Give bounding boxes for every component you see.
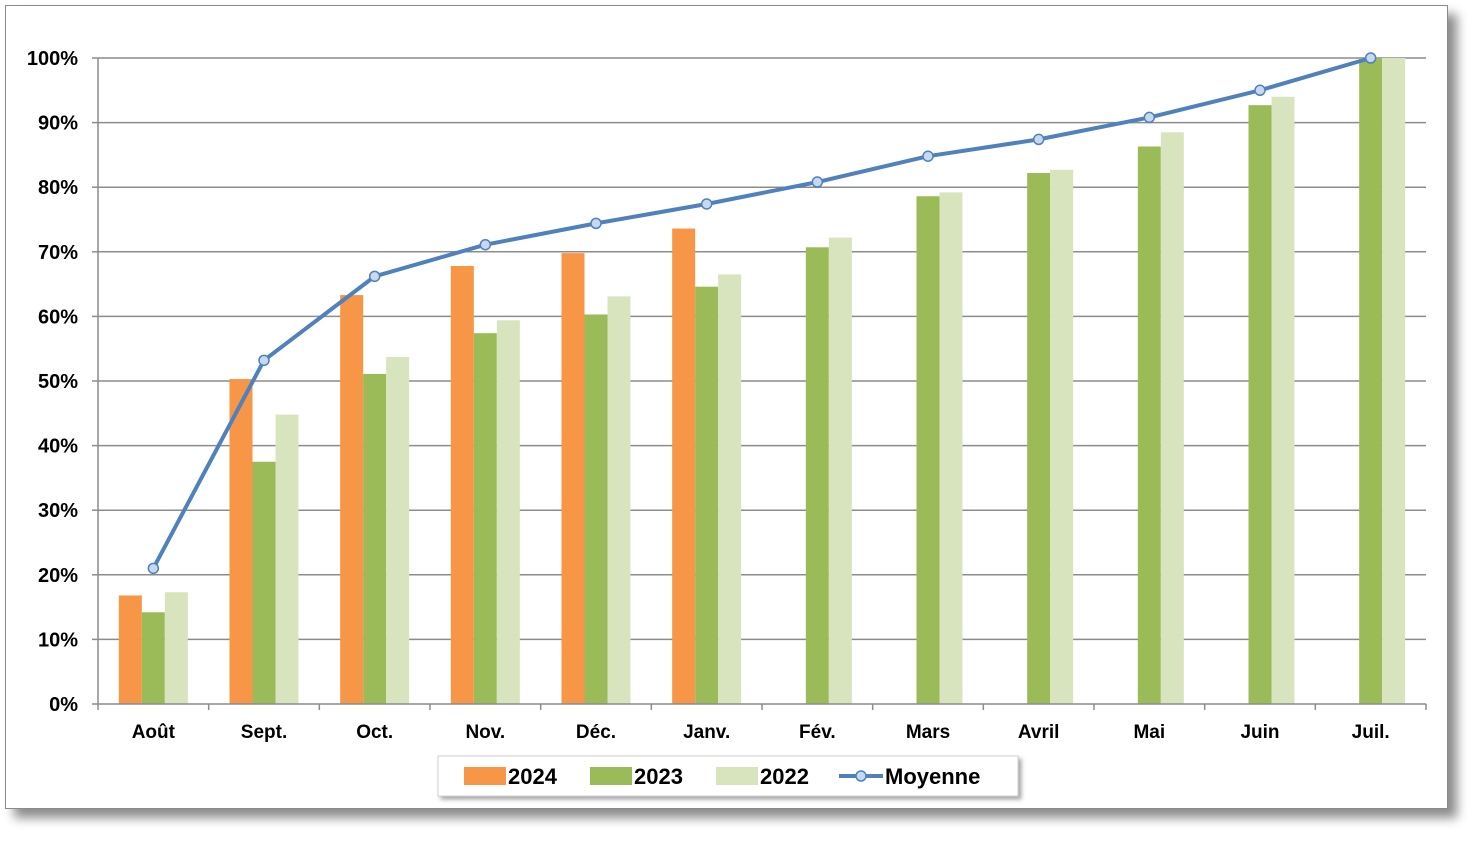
legend-label-2024: 2024 <box>508 764 558 789</box>
x-tick-label: Janv. <box>683 722 730 743</box>
line-point-Janv. <box>700 198 713 210</box>
bar-2024-Janv. <box>672 228 696 704</box>
y-tick-label: 10% <box>38 629 78 651</box>
bar-2023-Juin <box>1248 105 1272 704</box>
y-tick-label: 70% <box>38 242 78 264</box>
line-point-Déc. <box>590 217 602 230</box>
legend: 2024 2023 2022 Moyenne <box>437 755 1019 797</box>
bar-2023-Sept. <box>252 461 276 704</box>
bar-2023-Mars <box>916 196 940 704</box>
y-tick-label: 40% <box>38 436 78 458</box>
legend-swatch-2022 <box>716 767 758 785</box>
bar-2022-Fév. <box>828 237 852 704</box>
line-point-Mars <box>922 150 934 162</box>
y-tick-label: 30% <box>38 500 78 522</box>
line-point-Fév. <box>811 176 824 188</box>
bar-2022-Mai <box>1160 132 1184 705</box>
line-point-Oct. <box>368 270 381 283</box>
x-tick-label: Sept. <box>241 722 287 743</box>
line-point-Juil. <box>1364 52 1377 64</box>
bar-2022-Juin <box>1271 96 1295 704</box>
bar-2022-Avril <box>1050 169 1074 704</box>
bar-2022-Mars <box>939 192 963 705</box>
x-tick-label: Nov. <box>465 722 505 743</box>
x-tick-labels: Août Sept. Oct. Nov. Déc. Janv. Fév. Mars Avril M… <box>132 722 1390 743</box>
legend-label-2022: 2022 <box>760 764 809 789</box>
y-tick-label: 90% <box>38 113 78 135</box>
bar-2022-Août <box>164 592 188 704</box>
y-tick-label: 100% <box>27 48 78 70</box>
bar-2023-Nov. <box>473 333 497 704</box>
x-tick-label: Août <box>132 722 176 743</box>
bar-2022-Janv. <box>718 274 742 704</box>
legend-label-2023: 2023 <box>634 764 683 789</box>
y-tick-label: 50% <box>38 371 78 393</box>
bar-2024-Déc. <box>561 253 585 705</box>
legend-swatch-2024 <box>464 767 506 785</box>
line-point-Août <box>147 562 160 575</box>
bar-2023-Fév. <box>805 247 829 704</box>
bar-2024-Sept. <box>229 379 253 704</box>
bar-2024-Nov. <box>450 266 474 704</box>
legend-label-Moyenne: Moyenne <box>885 764 980 789</box>
bar-2023-Déc. <box>584 314 608 704</box>
bar-2024-Oct. <box>340 295 364 704</box>
bar-2023-Juil. <box>1359 58 1383 704</box>
bars <box>118 58 1406 705</box>
y-tick-label: 80% <box>38 177 78 199</box>
bar-2022-Déc. <box>607 296 631 704</box>
line-point-Sept. <box>258 354 270 367</box>
bar-2024-Août <box>118 595 142 704</box>
x-tick-label: Juil. <box>1352 722 1390 743</box>
y-tick-labels: 0% 10% 20% 30% 40% 50% 60% 70% 80% 90% 100% <box>27 48 78 716</box>
line-point-Nov. <box>479 238 492 251</box>
legend-marker-Moyenne <box>855 770 867 782</box>
line-point-Avril <box>1032 133 1045 146</box>
bar-2022-Nov. <box>496 320 520 704</box>
bar-2022-Sept. <box>275 414 299 704</box>
line-point-Mai <box>1143 111 1156 124</box>
bar-2023-Août <box>141 612 165 704</box>
y-tick-label: 20% <box>38 565 78 587</box>
y-tick-label: 0% <box>49 694 78 716</box>
axes <box>92 57 1427 710</box>
x-tick-label: Déc. <box>576 722 616 743</box>
x-tick-label: Oct. <box>356 722 393 743</box>
x-tick-label: Fév. <box>799 722 836 743</box>
x-tick-label: Juin <box>1240 722 1279 743</box>
y-tick-label: 60% <box>38 306 78 328</box>
x-tick-label: Avril <box>1018 722 1060 743</box>
x-tick-label: Mars <box>906 722 950 743</box>
line-Moyenne <box>151 56 1372 570</box>
bar-2023-Janv. <box>695 286 719 704</box>
legend-swatch-2023 <box>590 767 632 785</box>
bar-2023-Avril <box>1027 172 1051 704</box>
bar-2022-Juil. <box>1382 58 1406 704</box>
bar-2023-Mai <box>1137 146 1161 704</box>
gridlines <box>98 57 1426 641</box>
x-tick-label: Mai <box>1133 722 1165 743</box>
line-point-Juin <box>1254 84 1266 97</box>
bar-2023-Oct. <box>363 373 387 704</box>
bar-2022-Oct. <box>386 357 410 704</box>
average-line <box>147 52 1377 575</box>
